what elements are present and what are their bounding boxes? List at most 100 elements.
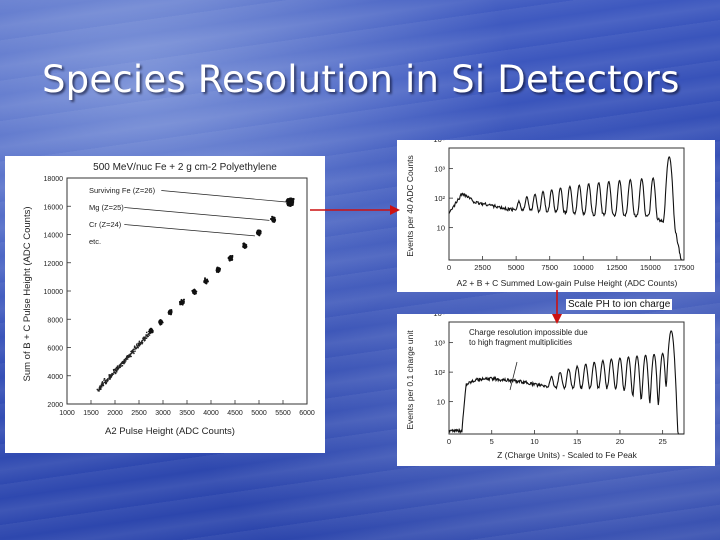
scatter-point — [136, 344, 138, 347]
h1-xtick-label: 17500 — [674, 263, 695, 272]
scale-note: Scale PH to ion charge — [566, 299, 673, 310]
h2-ytick-label: 10³ — [434, 339, 445, 348]
scatter-ytick-label: 4000 — [47, 374, 63, 381]
scatter-cluster-point — [204, 281, 207, 284]
scatter-point — [137, 342, 140, 345]
histogram-charge-annotation: Charge resolution impossible due to high… — [469, 328, 588, 347]
scatter-point — [135, 343, 138, 345]
slide-title: Species Resolution in Si Detectors — [42, 58, 680, 101]
scatter-point — [143, 337, 146, 339]
annotation-pointer — [509, 361, 518, 391]
scatter-point — [129, 354, 132, 356]
scatter-cluster-point — [228, 259, 231, 262]
scatter-ytick-label: 10000 — [44, 289, 64, 296]
h2-ytick-label: 10⁴ — [433, 314, 445, 318]
histogram-adc-frame — [448, 147, 685, 261]
scatter-point — [134, 347, 137, 350]
scatter-point — [135, 346, 137, 348]
scatter-cluster-point — [149, 331, 152, 334]
scatter-point — [109, 378, 111, 380]
h1-ytick-label: 10³ — [434, 165, 445, 174]
scatter-point — [125, 357, 128, 359]
h1-xtick-label: 2500 — [474, 263, 491, 272]
scatter-cluster-point — [290, 198, 293, 201]
scatter-cluster-point — [169, 309, 172, 312]
histogram-charge-frame — [448, 321, 685, 435]
scatter-point — [103, 379, 105, 381]
scatter-point — [105, 379, 107, 382]
scatter-cluster-point — [192, 289, 195, 292]
scatter-ytick-label: 14000 — [44, 233, 64, 240]
scatter-point — [145, 331, 148, 334]
h1-xtick-label: 15000 — [640, 263, 661, 272]
scatter-point — [101, 381, 104, 383]
scatter-xtick-label: 2000 — [107, 410, 123, 417]
scatter-cluster-point — [203, 280, 206, 283]
scatter-point — [105, 382, 107, 385]
scatter-cluster-point — [288, 202, 291, 205]
scatter-xtick-label: 3000 — [155, 410, 171, 417]
scatter-xtick-label: 3500 — [179, 410, 195, 417]
scatter-point — [145, 337, 148, 340]
histogram-adc-series — [448, 156, 684, 261]
scatter-cluster-point — [181, 302, 184, 305]
scatter-cluster-point — [243, 244, 246, 247]
scatter-point — [122, 360, 124, 363]
scatter-xtick-label: 1000 — [59, 410, 75, 417]
scatter-ytick-label: 18000 — [44, 176, 64, 183]
scatter-cluster-point — [204, 277, 207, 280]
scatter-point — [141, 342, 143, 345]
scatter-cluster-point — [182, 298, 185, 301]
scatter-ytick-label: 16000 — [44, 204, 64, 211]
h2-xtick-label: 0 — [447, 437, 451, 446]
scatter-point — [146, 335, 149, 338]
scatter-annotation-leader — [161, 190, 287, 203]
scatter-annotation: etc. — [89, 237, 101, 246]
scatter-point — [115, 368, 117, 370]
h1-xtick-label: 0 — [447, 263, 451, 272]
scatter-xtick-label: 4500 — [227, 410, 243, 417]
scatter-cluster-point — [258, 233, 261, 236]
scatter-chart: 500 MeV/nuc Fe + 2 g cm-2 Polyethylene 2… — [22, 162, 315, 437]
h1-ytick-label: 10² — [434, 194, 445, 203]
scatter-point — [100, 384, 103, 387]
scatter-cluster-point — [193, 291, 196, 294]
scatter-point — [106, 380, 109, 382]
scatter-point — [130, 352, 133, 355]
scatter-xtick-label: 4000 — [203, 410, 219, 417]
scatter-cluster-point — [257, 231, 260, 234]
arrow-down — [552, 290, 562, 324]
scatter-point — [103, 377, 106, 380]
scatter-cluster-point — [205, 279, 208, 282]
scatter-point — [133, 345, 136, 347]
scatter-cluster-point — [292, 197, 295, 201]
histogram-charge-ylabel: Events per 0.1 charge unit — [405, 330, 415, 430]
scatter-ytick-label: 8000 — [47, 317, 63, 324]
scatter-cluster-point — [272, 218, 275, 221]
histogram-adc-chart: 10 10² 10³ 10⁴ 0 2500 5000 7500 10000 12500 15000… — [405, 135, 695, 288]
scatter-point — [111, 372, 113, 375]
histogram-charge-panel: 10 10² 10³ 10⁴ 0 5 10 15 20 25 Charge resolution… — [397, 309, 715, 466]
scatter-point — [131, 351, 134, 354]
scatter-annotation: Surviving Fe (Z=26) — [89, 186, 156, 195]
histogram-adc-ylabel: Events per 40 ADC Counts — [405, 155, 415, 257]
scatter-cluster-point — [288, 199, 291, 203]
scatter-point — [125, 360, 127, 362]
scatter-point — [132, 351, 135, 353]
scatter-point — [120, 361, 123, 364]
scatter-point — [115, 371, 118, 373]
h1-ytick-label: 10⁴ — [433, 140, 445, 144]
scatter-ytick-label: 2000 — [47, 402, 63, 409]
scatter-point — [118, 365, 120, 368]
scatter-point — [129, 355, 131, 358]
scatter-xtick-label: 2500 — [131, 410, 147, 417]
histogram-charge-xlabel: Z (Charge Units) - Scaled to Fe Peak — [497, 450, 638, 460]
scatter-ylabel: Sum of B + C Pulse Height (ADC Counts) — [22, 206, 33, 381]
scatter-point — [141, 341, 143, 344]
scatter-cluster-point — [180, 300, 183, 303]
scatter-point — [116, 365, 119, 367]
histogram-charge-annotation-box: Charge resolution impossible due to high… — [469, 328, 588, 347]
scatter-point — [126, 355, 129, 357]
histogram-adc-xlabel: A2 + B + C Summed Low-gain Pulse Height … — [457, 278, 678, 288]
scatter-annotation: Cr (Z=24) — [89, 220, 122, 229]
